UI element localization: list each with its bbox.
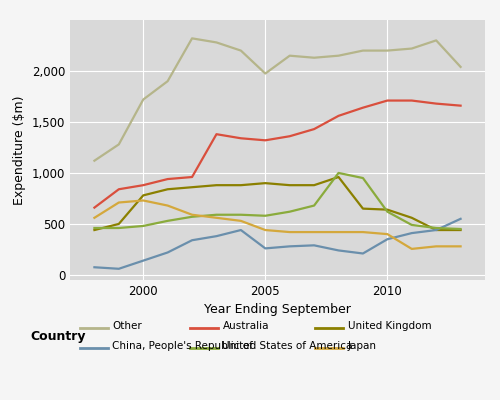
Text: Country: Country bbox=[30, 330, 86, 343]
X-axis label: Year Ending September: Year Ending September bbox=[204, 304, 351, 316]
Text: Other: Other bbox=[112, 321, 142, 331]
Text: Australia: Australia bbox=[222, 321, 269, 331]
Y-axis label: Expenditure ($m): Expenditure ($m) bbox=[13, 95, 26, 205]
Text: United Kingdom: United Kingdom bbox=[348, 321, 431, 331]
Text: China, People's Republic of: China, People's Republic of bbox=[112, 341, 254, 351]
Text: Japan: Japan bbox=[348, 341, 376, 351]
Text: United States of America: United States of America bbox=[222, 341, 353, 351]
